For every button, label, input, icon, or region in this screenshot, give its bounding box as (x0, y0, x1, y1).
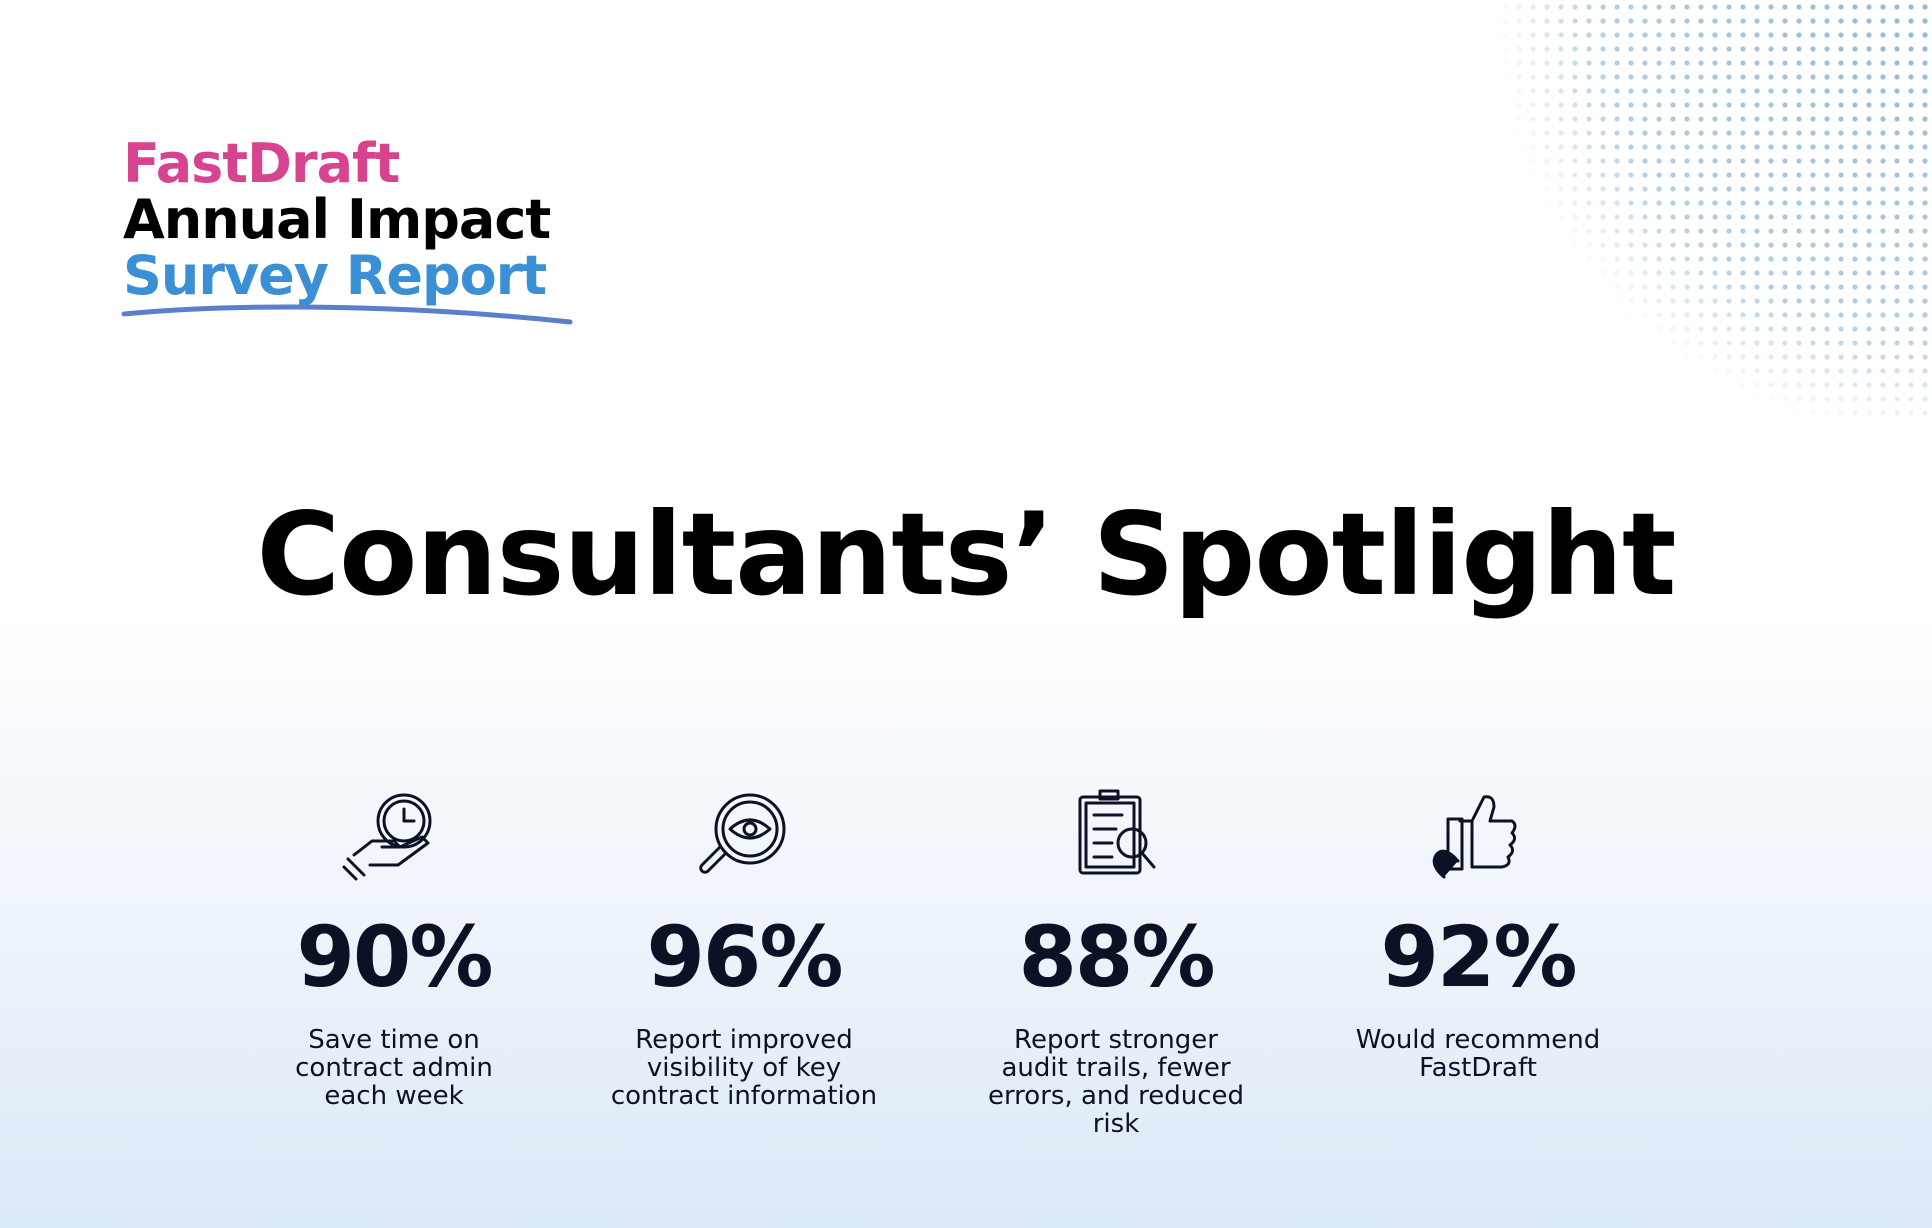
stat-value: 96% (646, 908, 841, 1006)
header-line: Annual Impact (123, 188, 550, 251)
stat-value: 88% (1018, 908, 1213, 1006)
icon-magnifier-eye (699, 793, 786, 874)
stat-label: Report improved (635, 1025, 852, 1055)
icon-clipboard-search (1078, 789, 1156, 875)
stat-label: contract admin (295, 1053, 493, 1083)
header-line: Survey Report (123, 244, 546, 307)
stat-value: 92% (1380, 908, 1575, 1006)
icon-thumbs-heart (1432, 795, 1517, 879)
dot-decoration (1380, 0, 1932, 420)
title: Consultants’ Spotlight (256, 488, 1675, 621)
stat-label: each week (324, 1081, 463, 1111)
brand: FastDraft (123, 132, 400, 195)
stat-label: FastDraft (1419, 1053, 1537, 1083)
icon-clock-hand (342, 793, 432, 881)
stat-label: risk (1093, 1109, 1140, 1139)
stat-label: audit trails, fewer (1001, 1053, 1230, 1083)
stat-label: Save time on (308, 1025, 479, 1055)
stat-label: visibility of key (647, 1053, 841, 1083)
underline (121, 304, 573, 325)
stat-value: 90% (296, 908, 491, 1006)
stat-label: errors, and reduced (988, 1081, 1244, 1111)
stat-label: Report stronger (1014, 1025, 1218, 1055)
stat-label: contract information (611, 1081, 877, 1111)
stat-label: Would recommend (1356, 1025, 1601, 1055)
